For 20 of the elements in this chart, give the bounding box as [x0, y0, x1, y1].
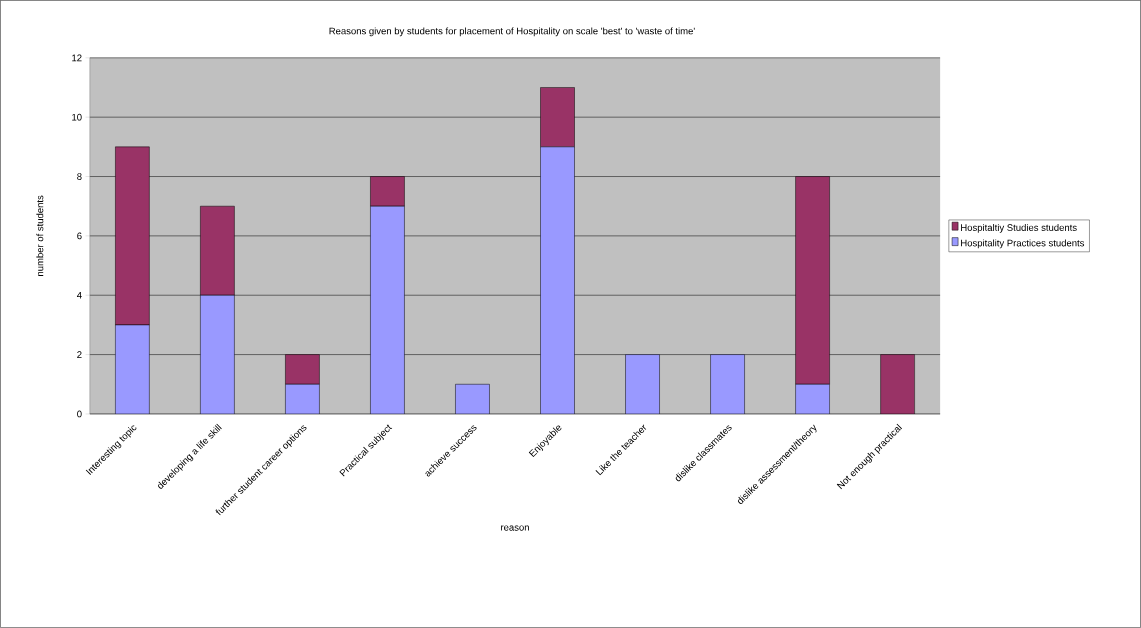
- legend-label: Hospitaltiy Studies students: [961, 224, 1077, 233]
- y-tick-label: 0: [77, 410, 82, 418]
- y-tick-label: 10: [72, 113, 82, 121]
- bar: [200, 206, 235, 296]
- y-tick-label: 2: [77, 351, 82, 358]
- bar: [455, 384, 490, 415]
- bar: [880, 354, 915, 415]
- chart-title: Reasons given by students for placement of Hospitality on scale 'best' to 'waste of time': [329, 27, 695, 37]
- y-tick-label: 12: [72, 54, 82, 62]
- y-tick-label: 4: [76, 292, 82, 299]
- legend-label: Hospitality Practices students: [961, 239, 1085, 249]
- bar: [370, 176, 405, 207]
- y-tick-label: 8: [77, 173, 82, 180]
- y-axis-title: number of students: [36, 195, 44, 277]
- bar: [540, 87, 575, 148]
- bar: [795, 176, 830, 385]
- bar: [285, 354, 320, 385]
- y-tick-label: 6: [77, 232, 82, 240]
- bar: [115, 146, 150, 326]
- x-axis-title: reason: [501, 525, 529, 531]
